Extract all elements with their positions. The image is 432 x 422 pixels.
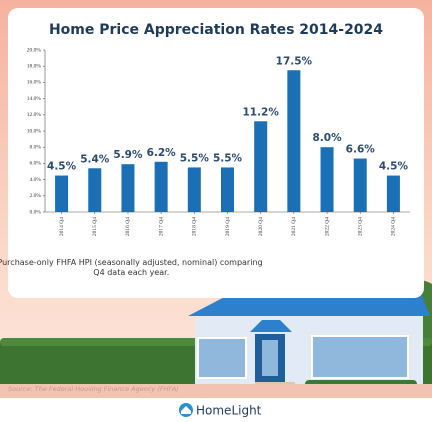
y-tick-label: 20.0% [27,47,42,53]
bar [88,168,102,212]
x-tick-label: 2023 Q4 [357,217,363,236]
value-label: 6.6% [346,144,376,156]
x-tick-label: 2018 Q4 [192,217,198,236]
x-tick-label: 2022 Q4 [324,217,330,236]
y-tick-label: 18.0% [27,63,42,69]
brand: HomeLight [196,404,262,418]
y-tick-label: 2.0% [30,193,42,199]
y-tick-label: 12.0% [27,112,42,118]
bar [55,175,69,212]
bar [320,147,334,212]
bar [221,167,234,212]
value-label: 17.5% [276,55,313,67]
x-tick-label: 2021 Q4 [291,217,297,236]
x-tick-label: 2016 Q4 [125,217,131,236]
y-tick-label: 0.0% [30,209,42,215]
y-tick-label: 10.0% [27,128,42,134]
ground [0,384,432,398]
card [8,8,424,298]
bar [154,161,168,212]
value-label: 5.4% [80,153,110,165]
note: Purchase-only FHFA HPI (seasonally adjus… [0,258,263,277]
bar [353,158,367,212]
value-label: 5.5% [213,152,243,164]
value-label: 5.9% [113,149,143,161]
x-tick-label: 2019 Q4 [225,217,231,236]
y-tick-label: 4.0% [30,177,42,183]
x-tick-label: 2015 Q4 [92,217,98,236]
y-tick-label: 6.0% [30,161,42,167]
y-tick-label: 14.0% [27,96,42,102]
chart-title: Home Price Appreciation Rates 2014-2024 [49,22,383,38]
y-tick-label: 8.0% [30,144,42,150]
y-tick-label: 16.0% [27,80,42,86]
bar [386,175,400,212]
value-label: 6.2% [147,147,177,159]
x-tick-label: 2024 Q4 [391,217,397,236]
bar [287,70,301,212]
footer [0,398,432,422]
x-tick-label: 2017 Q4 [158,217,164,236]
value-label: 11.2% [242,106,279,118]
source: Source: The Federal Housing Finance Agen… [8,385,179,393]
value-label: 4.5% [47,161,77,173]
x-tick-label: 2014 Q4 [59,217,65,236]
logo-house [181,406,191,414]
bar [187,167,201,212]
x-tick-label: 2020 Q4 [258,217,264,236]
value-label: 8.0% [312,132,342,144]
bar [254,121,268,212]
value-label: 5.5% [180,152,210,164]
bar [121,164,135,212]
value-label: 4.5% [379,161,409,173]
